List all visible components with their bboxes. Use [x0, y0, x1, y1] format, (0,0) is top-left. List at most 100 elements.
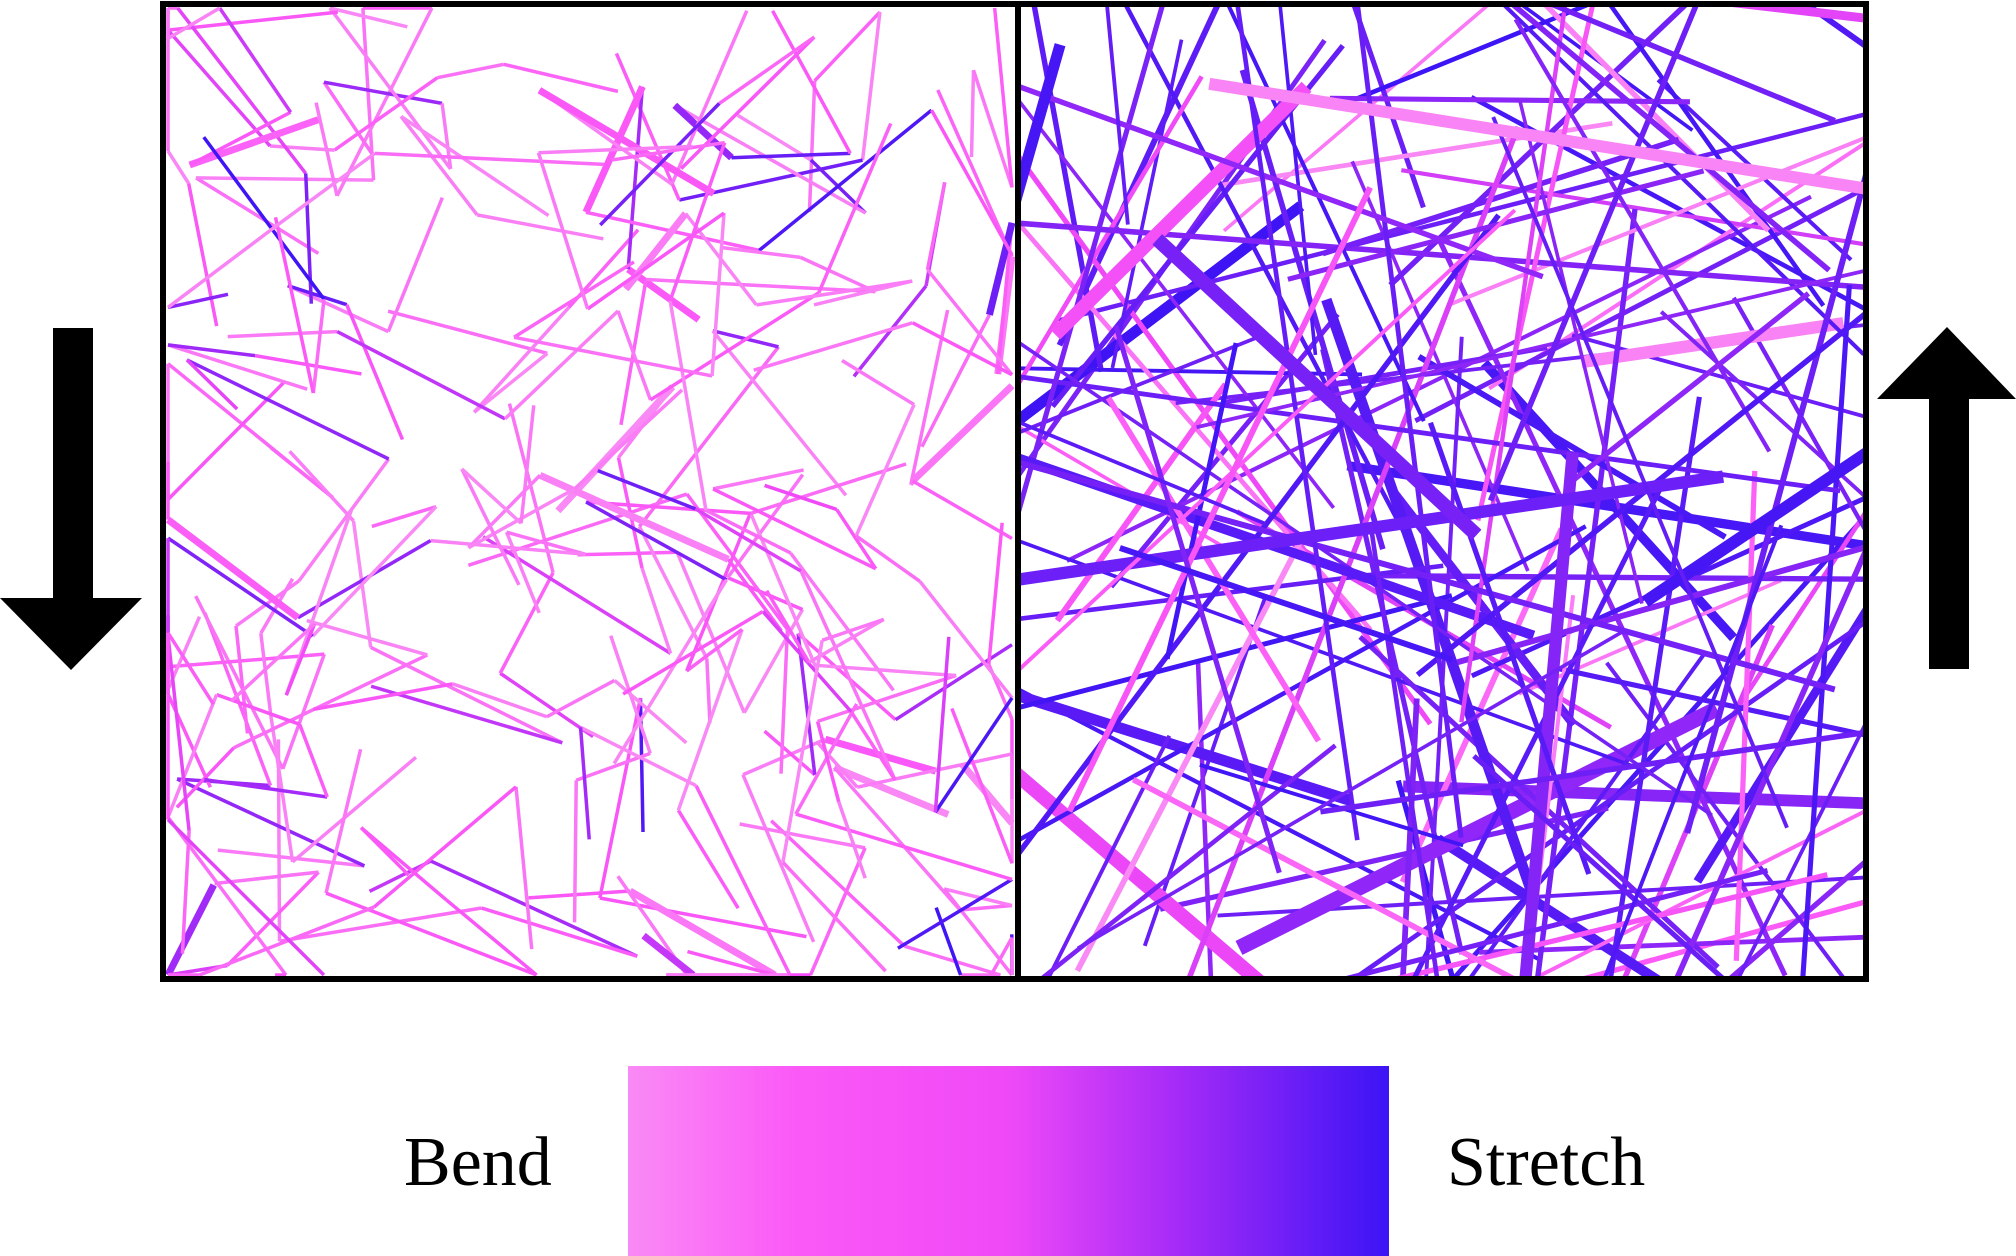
fiber-segment — [538, 472, 730, 563]
fiber-segment — [400, 115, 550, 217]
fiber-segment — [476, 213, 604, 241]
fiber-segment — [482, 535, 672, 655]
fiber-segment — [1320, 729, 1866, 815]
fiber-segment — [473, 351, 549, 414]
fiber-segment — [675, 551, 746, 714]
fiber-segment — [712, 487, 877, 571]
fiber-segment — [1417, 354, 1727, 540]
fiber-segment — [218, 7, 293, 114]
fiber-segment — [272, 151, 376, 229]
fiber-segment — [503, 62, 619, 94]
fiber-segment — [1018, 75, 1204, 389]
fiber-segment — [166, 635, 191, 832]
fiber-segment — [1470, 95, 1866, 313]
fiber-segment — [1050, 81, 1312, 340]
fiber-segment — [1018, 593, 1453, 711]
fiber-segment — [668, 142, 727, 302]
fiber-segment — [572, 780, 578, 923]
fiber-segment — [1606, 4, 1826, 307]
fiber-segment — [1076, 628, 1626, 950]
fiber-segment — [1018, 765, 1268, 979]
fiber-segment — [579, 725, 697, 788]
fiber-segment — [1110, 39, 1184, 369]
fiber-segment — [167, 343, 308, 391]
fiber-segment — [904, 944, 1001, 977]
stretch-label: Stretch — [1447, 1124, 1646, 1201]
fiber-segment — [626, 86, 645, 270]
fiber-segment — [1449, 513, 1866, 979]
fiber-segment — [503, 309, 620, 421]
fiber-segment — [989, 936, 1014, 976]
fiber-segment — [1488, 140, 1866, 391]
fiber-segment — [971, 69, 1014, 188]
fiber-segment — [167, 292, 229, 310]
fiber-segment — [817, 122, 893, 294]
fiber-segment — [1641, 446, 1866, 607]
fiber-segment — [226, 870, 320, 967]
fiber-segment — [718, 35, 816, 105]
fiber-segment — [269, 144, 335, 152]
fiber-segment — [926, 268, 1014, 376]
fiber-segment — [166, 28, 272, 148]
fiber-segment — [628, 888, 777, 979]
fiber-segment — [799, 255, 877, 294]
fiber-segment — [1225, 4, 1426, 422]
fiber-segment — [1018, 208, 1517, 674]
fiber-segment — [538, 144, 693, 155]
fiber-segment — [1105, 396, 1322, 743]
fiber-segment — [165, 516, 301, 621]
fiber-segment — [641, 932, 696, 978]
fiber-segment — [445, 898, 538, 977]
fiber-segment — [726, 473, 805, 579]
fiber-segment — [585, 500, 752, 516]
fiber-segment — [481, 906, 638, 958]
fiber-segment — [959, 762, 1015, 826]
fiber-segment — [186, 183, 219, 327]
fiber-segment — [856, 752, 1013, 789]
fiber-segment — [1602, 524, 1784, 979]
fiber-segment — [528, 889, 631, 900]
fiber-segment — [835, 508, 878, 570]
fiber-segment — [1346, 461, 1866, 551]
fiber-segment — [1018, 424, 1231, 552]
fiber-segment — [670, 9, 749, 185]
fiber-segment — [513, 260, 635, 339]
fiber-segment — [1131, 777, 1521, 979]
fiber-segment — [771, 9, 852, 155]
fiber-segment — [837, 801, 867, 879]
fiber-segment — [765, 589, 811, 664]
fiber-segment — [933, 636, 951, 813]
fiber-segment — [297, 539, 432, 620]
fiber-segment — [1018, 686, 1541, 962]
fiber-segment — [164, 883, 217, 977]
fiber-segment — [437, 62, 505, 80]
fiber-segment — [1435, 834, 1666, 979]
fiber-segment — [1534, 208, 1638, 979]
fiber-segment — [1018, 459, 1836, 693]
fiber-segment — [1706, 4, 1866, 23]
fiber-segment — [1491, 116, 1789, 829]
fiber-segment — [943, 887, 1013, 908]
fiber-segment — [1018, 99, 1336, 510]
fiber-segment — [1607, 396, 1702, 979]
fiber-segment — [799, 570, 897, 782]
fiber-segment — [188, 116, 320, 169]
fiber-segment — [194, 595, 285, 770]
fiber-segment — [911, 479, 1013, 540]
fiber-segment — [328, 6, 453, 170]
fiber-segment — [597, 469, 697, 511]
fiber-segment — [720, 245, 801, 260]
fiber-segment — [203, 612, 273, 787]
fiber-segment — [764, 483, 838, 512]
fiber-segment — [167, 10, 338, 32]
fiber-segment — [1066, 194, 1812, 563]
fiber-segment — [986, 221, 1016, 316]
fiber-segment — [1018, 43, 1066, 213]
fiber-segment — [287, 283, 348, 307]
fiber-segment — [166, 362, 334, 499]
fiber-segment — [1142, 593, 1268, 947]
fiber-segment — [1368, 522, 1440, 979]
fiber-segment — [311, 298, 326, 394]
fiber-segment — [1388, 4, 1691, 288]
fiber-segment — [795, 812, 1013, 882]
